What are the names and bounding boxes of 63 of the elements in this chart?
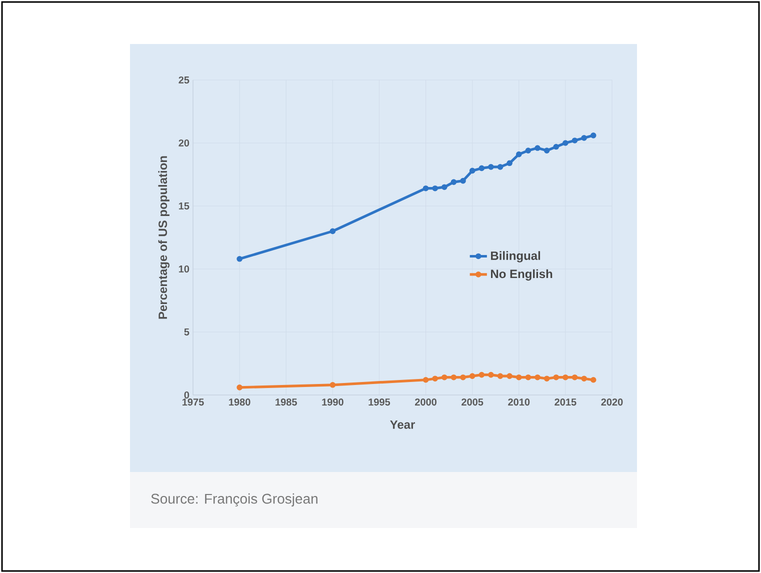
point <box>553 144 560 150</box>
source-note: Source: François Grosjean <box>151 493 318 507</box>
point <box>590 132 596 138</box>
point <box>525 148 532 154</box>
x-tick-label: 2000 <box>415 398 436 406</box>
point <box>516 374 522 380</box>
x-tick-label: 2010 <box>508 398 530 406</box>
point <box>590 376 596 383</box>
point <box>330 382 336 388</box>
point <box>553 374 560 380</box>
point <box>572 138 578 144</box>
x-tick-label: 1995 <box>368 398 390 406</box>
point <box>572 374 578 380</box>
y-axis-title: Percentage of US population <box>158 156 170 319</box>
point <box>442 374 448 380</box>
x-tick-label: 2020 <box>601 398 623 406</box>
y-tick-label: 25 <box>178 76 190 84</box>
point <box>497 373 504 379</box>
y-tick-label: 10 <box>178 265 190 273</box>
point <box>544 148 550 154</box>
point <box>534 145 540 151</box>
x-tick-label: 1990 <box>322 398 344 406</box>
point <box>460 374 466 380</box>
point <box>236 384 242 390</box>
y-tick-label: 15 <box>178 202 190 210</box>
point <box>432 376 438 382</box>
point <box>236 256 242 262</box>
point <box>330 228 336 234</box>
legend-label: Bilingual <box>491 251 540 262</box>
y-tick-label: 20 <box>178 139 190 147</box>
point <box>442 184 448 190</box>
x-tick-label: 1980 <box>229 398 250 406</box>
point <box>544 376 550 382</box>
y-tick-label: 0 <box>184 391 190 399</box>
point <box>581 135 587 141</box>
point <box>422 376 429 383</box>
point <box>506 160 512 166</box>
point <box>478 165 485 172</box>
point <box>497 164 504 170</box>
y-tick-label: 5 <box>184 328 190 336</box>
point <box>516 151 522 158</box>
x-tick-label: 2015 <box>554 398 576 406</box>
point <box>469 168 476 174</box>
point <box>525 374 532 380</box>
point <box>469 373 476 379</box>
point <box>450 179 457 185</box>
point <box>488 372 494 378</box>
x-tick-label: 1975 <box>182 398 204 406</box>
point <box>581 376 587 382</box>
point <box>460 178 466 184</box>
point <box>450 374 457 380</box>
legend-label: No English <box>491 269 552 281</box>
point <box>432 185 438 192</box>
x-tick-label: 2005 <box>462 398 484 406</box>
point <box>422 185 429 192</box>
x-axis-title: Year <box>390 420 415 429</box>
point <box>478 372 485 378</box>
point <box>534 374 540 380</box>
point <box>562 374 568 380</box>
point <box>562 140 568 146</box>
x-tick-label: 1985 <box>276 398 297 406</box>
point <box>506 373 512 379</box>
point <box>488 164 494 170</box>
